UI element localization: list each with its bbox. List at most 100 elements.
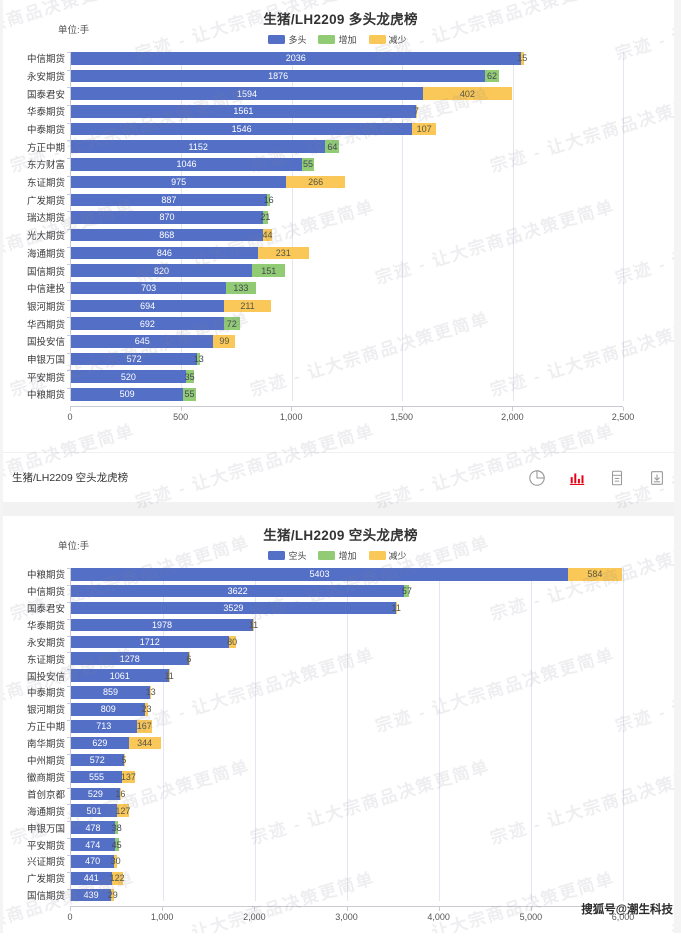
bar-value-label: 1278 xyxy=(120,654,140,664)
axis-tick xyxy=(439,907,440,911)
bar-value-label: 1152 xyxy=(189,142,208,152)
legend-swatch-icon xyxy=(318,35,335,44)
gridline xyxy=(623,568,624,901)
bar-segment-main: 1061 xyxy=(71,669,169,682)
category-axis-label: 平安期货 xyxy=(5,370,71,384)
bar-segment-main: 645 xyxy=(71,335,213,348)
bar-segment-main: 5403 xyxy=(71,568,568,581)
bar-change-label: 29 xyxy=(108,890,118,900)
category-axis-label: 方正中期 xyxy=(5,719,71,733)
category-axis-label: 申银万国 xyxy=(5,352,71,366)
bar-change-label: 30 xyxy=(111,856,121,866)
legend-item[interactable]: 减少 xyxy=(369,549,407,562)
bar-change-label: 16 xyxy=(115,789,125,799)
category-axis-label: 广发期货 xyxy=(5,193,71,207)
category-axis-label: 国信期货 xyxy=(5,264,71,278)
right-edge-strip xyxy=(674,0,681,933)
bar-segment-main: 2036 xyxy=(71,52,521,65)
bar-value-label: 3529 xyxy=(223,603,243,613)
bar-segment-decrease: 6 xyxy=(189,652,190,665)
legend-item[interactable]: 增加 xyxy=(318,33,356,46)
bar-value-label: 975 xyxy=(171,177,186,187)
legend-item[interactable]: 多头 xyxy=(268,33,306,46)
category-axis-label: 方正中期 xyxy=(5,140,71,154)
bar-chart-icon[interactable] xyxy=(567,468,587,488)
bar-segment-decrease: 80 xyxy=(229,636,236,649)
category-axis-label: 中粮期货 xyxy=(5,567,71,581)
bar-value-label: 572 xyxy=(90,755,105,765)
legend-item[interactable]: 减少 xyxy=(369,33,407,46)
bar-value-label: 2036 xyxy=(286,53,306,63)
bar-value-label: 868 xyxy=(159,230,174,240)
axis-tick-label: 0 xyxy=(67,412,72,422)
bar-segment-main: 572 xyxy=(71,754,124,767)
bar-segment-decrease: 127 xyxy=(117,804,129,817)
bar-change-label: 72 xyxy=(227,319,237,329)
category-axis-label: 广发期货 xyxy=(5,871,71,885)
category-axis-label: 国投安信 xyxy=(5,669,71,683)
bar-value-label: 572 xyxy=(127,354,142,364)
pie-chart-icon[interactable] xyxy=(527,468,547,488)
table-icon[interactable] xyxy=(607,468,627,488)
axis-tick-label: 1,000 xyxy=(151,912,174,922)
legend-item[interactable]: 空头 xyxy=(268,549,306,562)
legend-item[interactable]: 增加 xyxy=(318,549,356,562)
bar-value-label: 1712 xyxy=(140,637,160,647)
bar-change-label: 211 xyxy=(240,301,254,311)
axis-tick-label: 5,000 xyxy=(520,912,543,922)
legend-label: 多头 xyxy=(288,33,306,46)
download-icon[interactable] xyxy=(647,468,667,488)
bar-change-label: 80 xyxy=(227,637,237,647)
chart-2-legend: 空头增加减少 xyxy=(0,549,681,562)
